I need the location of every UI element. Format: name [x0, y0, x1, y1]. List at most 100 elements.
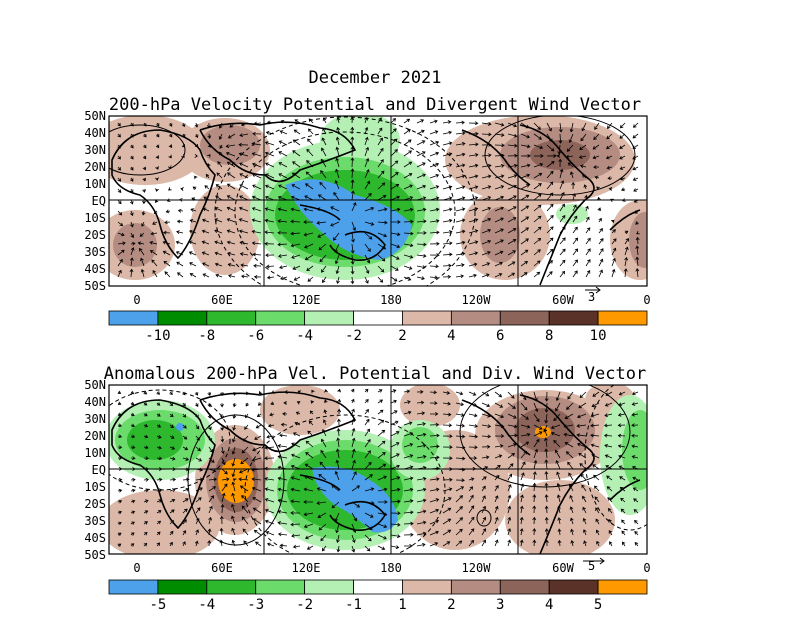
wind-vector-arrow — [163, 260, 171, 267]
colorbar-swatch — [157, 310, 208, 326]
wind-vector-arrow — [333, 191, 340, 201]
wind-vector-arrow — [468, 207, 479, 212]
wind-vector-arrow — [292, 432, 301, 437]
wind-vector-arrow — [351, 471, 357, 481]
wind-vector-arrow — [117, 390, 122, 394]
wind-vector-arrow — [557, 539, 562, 547]
wind-vector-arrow — [194, 153, 199, 158]
wind-vector-arrow — [195, 402, 199, 408]
wind-vector-arrow — [520, 173, 531, 179]
wind-vector-arrow — [202, 273, 210, 278]
wind-vector-arrow — [321, 137, 327, 146]
wind-vector-arrow — [429, 530, 439, 536]
wind-vector-arrow — [533, 413, 540, 423]
wind-vector-arrow — [240, 457, 249, 465]
wind-vector-arrow — [557, 528, 562, 536]
wind-vector-arrow — [593, 165, 600, 170]
wind-vector-arrow — [390, 511, 401, 516]
lat-label: 50N — [84, 109, 106, 123]
wind-vector-arrow — [195, 424, 200, 430]
wind-vector-arrow — [442, 487, 453, 492]
wind-vector-arrow — [364, 487, 375, 492]
panel2-vector-reference: 5 — [583, 557, 605, 573]
wind-vector-arrow — [520, 238, 529, 245]
wind-vector-arrow — [265, 184, 275, 190]
wind-vector-arrow — [468, 240, 479, 245]
wind-vector-arrow — [130, 423, 135, 428]
wind-vector-arrow — [169, 446, 176, 450]
wind-vector-arrow — [533, 271, 541, 278]
wind-vector-arrow — [442, 241, 453, 246]
wind-vector-arrow — [208, 477, 218, 482]
lat-label: 20N — [84, 429, 106, 443]
wind-vector-arrow — [169, 488, 176, 492]
wind-vector-arrow — [377, 409, 384, 415]
colorbar-swatch — [304, 310, 354, 326]
wind-vector-arrow — [277, 242, 288, 247]
wind-vector-arrow — [507, 239, 517, 245]
wind-vector-arrow — [264, 151, 275, 157]
wind-vector-arrow — [455, 120, 465, 125]
wind-vector-arrow — [291, 254, 301, 259]
wind-vector-arrow — [533, 122, 541, 130]
wind-vector-arrow — [182, 541, 186, 547]
wind-vector-arrow — [442, 274, 452, 279]
wind-vector-arrow — [403, 118, 411, 124]
wind-vector-arrow — [585, 269, 591, 278]
wind-vector-arrow — [481, 206, 492, 212]
wind-vector-arrow — [634, 541, 639, 547]
wind-vector-arrow — [208, 495, 215, 503]
colorbar-label: 8 — [545, 328, 553, 344]
wind-vector-arrow — [564, 442, 574, 448]
wind-vector-arrow — [568, 472, 574, 481]
wind-vector-arrow — [253, 121, 262, 126]
wind-vector-arrow — [403, 400, 411, 404]
wind-vector-arrow — [238, 477, 249, 482]
wind-vector-arrow — [303, 500, 313, 504]
wind-vector-arrow — [117, 221, 124, 227]
wind-vector-arrow — [520, 402, 528, 411]
colorbar-swatch — [108, 310, 159, 326]
wind-vector-arrow — [481, 434, 492, 439]
wind-vector-arrow — [481, 424, 492, 429]
wind-vector-arrow — [117, 456, 123, 461]
wind-vector-arrow — [278, 184, 288, 190]
wind-vector-arrow — [378, 500, 388, 504]
wind-vector-arrow — [605, 144, 613, 150]
wind-vector-arrow — [455, 163, 466, 168]
wind-vector-arrow — [253, 529, 262, 536]
wind-vector-arrow — [618, 391, 626, 396]
wind-vector-arrow — [364, 398, 369, 404]
wind-vector-arrow — [623, 268, 628, 278]
wind-vector-arrow — [168, 122, 173, 127]
wind-vector-arrow — [532, 516, 537, 525]
wind-vector-arrow — [189, 262, 197, 267]
wind-vector-arrow — [390, 534, 401, 539]
lat-label: 30N — [84, 412, 106, 426]
wind-vector-arrow — [169, 520, 175, 525]
panel2-map: 50N 40N 30N 20N 10N EQ 10S 20S 30S 40S 5… — [84, 378, 650, 575]
wind-vector-arrow — [277, 195, 288, 201]
wind-vector-arrow — [269, 412, 275, 417]
wind-vector-arrow — [603, 423, 613, 428]
wind-vector-arrow — [291, 453, 301, 459]
wind-vector-arrow — [468, 163, 479, 168]
wind-vector-arrow — [544, 470, 549, 481]
wind-vector-arrow — [117, 232, 125, 237]
wind-vector-arrow — [239, 162, 249, 168]
wind-vector-arrow — [324, 389, 328, 393]
wind-vector-arrow — [336, 437, 341, 448]
panel1-colorbar: -10 -8 -6 -4 -2 2 4 6 8 10 — [108, 310, 648, 344]
lat-label: 10N — [84, 177, 106, 191]
wind-vector-arrow — [634, 530, 639, 536]
wind-vector-arrow — [337, 408, 342, 415]
lat-label: 40N — [84, 126, 106, 140]
wind-vector-arrow — [572, 204, 577, 212]
wind-vector-arrow — [507, 433, 518, 438]
wind-vector-arrow — [257, 402, 262, 406]
wind-vector-arrow — [611, 268, 616, 278]
wind-vector-arrow — [304, 475, 314, 481]
wind-vector-arrow — [390, 138, 398, 146]
wind-vector-arrow — [195, 413, 199, 419]
wind-vector-arrow — [254, 541, 262, 547]
